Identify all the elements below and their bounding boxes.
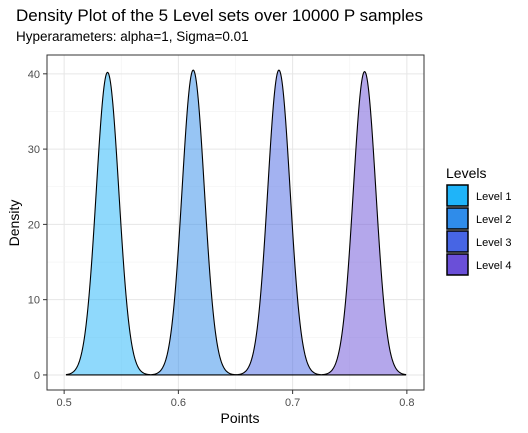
y-tick-label: 0 [34,370,40,382]
x-tick-label: 0.7 [285,397,300,409]
x-tick-label: 0.5 [56,397,71,409]
density-area-level-3 [234,69,323,376]
legend-label: Level 4 [476,260,511,272]
legend-key-level-4 [446,253,469,276]
legend-key-level-2 [446,207,469,230]
x-tick-label: 0.8 [399,397,414,409]
legend-title: Levels [446,165,486,181]
plot-border [46,54,425,391]
y-axis-label: Density [6,200,22,247]
legend-key-level-3 [446,230,469,253]
density-area-level-4 [321,71,407,376]
y-tick-label: 10 [28,295,40,307]
legend-label: Level 3 [476,237,511,249]
y-tick-label: 20 [28,219,40,231]
legend-label: Level 2 [476,214,511,226]
y-tick-label: 30 [28,144,40,156]
legend-key-level-1 [446,184,469,207]
density-area-level-2 [149,69,238,376]
legend: Levels Level 1 Level 2 Level 3 Level 4 [446,165,511,276]
x-axis-label: Points [221,410,260,426]
chart-subtitle: Hyperarameters: alpha=1, Sigma=0.01 [16,29,249,44]
x-tick-label: 0.6 [171,397,186,409]
y-tick-label: 40 [28,69,40,81]
density-area-level-1 [65,71,151,376]
legend-label: Level 1 [476,191,511,203]
chart-title: Density Plot of the 5 Level sets over 10… [16,6,423,25]
